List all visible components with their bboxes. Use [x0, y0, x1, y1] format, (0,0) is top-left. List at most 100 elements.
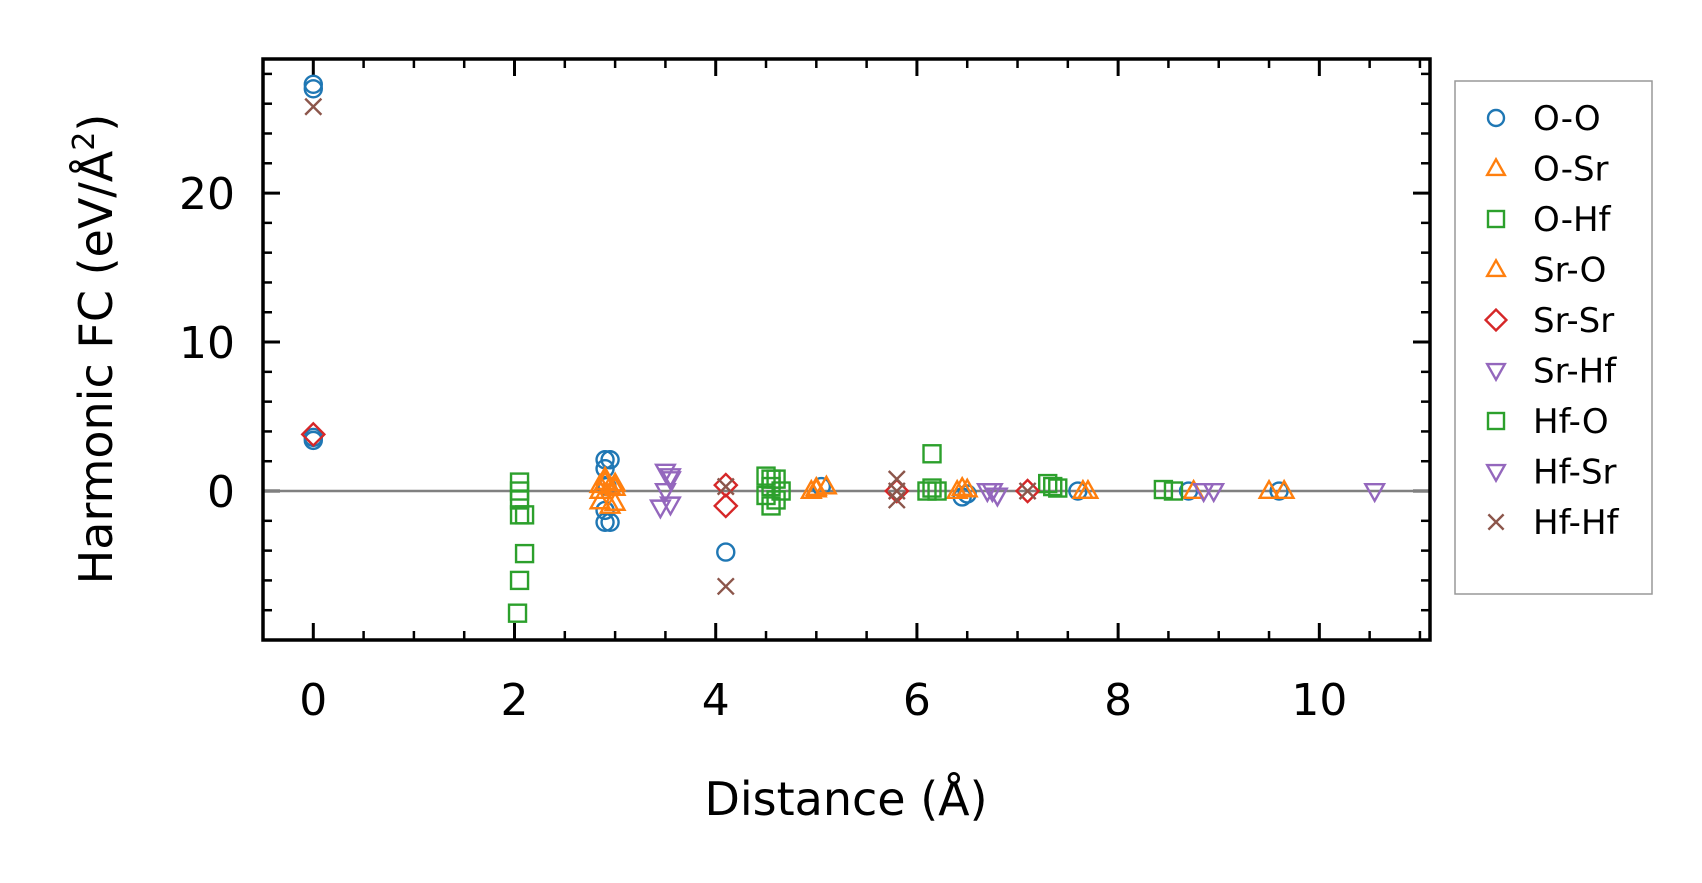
y-tick-label: 0	[207, 467, 235, 518]
legend-items: O-O O-Sr O-Hf Sr-O Sr-Sr Sr-Hf Hf-O Hf-Sr Hf-Hf	[1483, 99, 1620, 543]
data-point	[514, 505, 535, 525]
legend-label: Sr-Sr	[1533, 301, 1614, 341]
series-Hf-Hf	[304, 97, 1037, 596]
x-axis-label: Distance (Å)	[704, 772, 987, 826]
series-O-Hf	[507, 444, 1184, 623]
legend: O-O O-Sr O-Hf Sr-O Sr-Sr Sr-Hf Hf-O Hf-Sr Hf-Hf	[1454, 80, 1653, 595]
x-tick-label: 0	[299, 675, 327, 726]
legend-label: O-Sr	[1533, 150, 1609, 190]
plot-frame	[261, 57, 1432, 642]
data-point	[300, 421, 327, 448]
legend-frame	[1454, 80, 1653, 595]
data-point	[917, 481, 937, 501]
data-point	[1018, 482, 1037, 500]
legend-label: Hf-O	[1533, 402, 1609, 442]
data-point	[922, 444, 942, 464]
legend-marker	[1486, 108, 1506, 128]
tick-labels: 0 2 4 6 8 10 0 10 20	[179, 169, 1347, 726]
data-point	[756, 466, 776, 486]
legend-marker	[1485, 156, 1507, 177]
y-tick-label: 10	[179, 318, 235, 369]
data-point	[713, 493, 739, 519]
data-point	[1363, 483, 1387, 504]
legend-marker	[1487, 513, 1505, 531]
y-axis-label: Harmonic FC (eV/Å2)	[67, 114, 123, 585]
series-Hf-Sr	[659, 471, 1387, 504]
data-point	[1257, 478, 1281, 500]
legend-marker	[1485, 362, 1507, 383]
data-point	[887, 482, 906, 500]
legend-label: Sr-O	[1533, 251, 1606, 291]
data-point	[588, 489, 612, 510]
series-O-Sr	[588, 469, 1296, 514]
data-point	[887, 491, 906, 509]
data-point	[922, 478, 942, 498]
data-point	[1076, 478, 1100, 500]
data-point	[509, 570, 530, 591]
x-tick-label: 6	[903, 675, 931, 726]
x-tick-label: 8	[1104, 675, 1132, 726]
data-point	[761, 469, 781, 489]
y-tick-label: 20	[179, 169, 235, 220]
data-point	[814, 474, 838, 495]
data-point	[716, 542, 736, 562]
data-point	[507, 603, 528, 623]
data-point	[659, 471, 682, 492]
data-point	[1272, 478, 1296, 500]
data-point	[1048, 478, 1068, 498]
data-point	[950, 475, 974, 497]
axis-ticks	[261, 59, 1430, 642]
series-O-O	[303, 74, 1289, 562]
data-point	[304, 97, 323, 116]
data-point	[509, 490, 530, 510]
data-point	[303, 79, 324, 99]
data-point	[1068, 481, 1088, 501]
legend-label: Hf-Sr	[1533, 453, 1617, 493]
series-Sr-O	[588, 465, 1100, 500]
data-point	[593, 469, 617, 491]
data-point	[716, 477, 735, 496]
y-axis-label-close: )	[69, 114, 123, 132]
legend-marker	[1485, 463, 1507, 484]
legend-marker	[1486, 411, 1506, 431]
x-tick-label: 2	[501, 675, 529, 726]
data-point	[980, 483, 1004, 504]
data-point	[1202, 483, 1226, 504]
legend-label: Sr-Hf	[1533, 352, 1617, 392]
data-point	[716, 577, 735, 596]
legend-marker	[1483, 307, 1509, 333]
data-point	[514, 543, 535, 564]
legend-marker	[1486, 209, 1506, 229]
legend-label: Hf-Hf	[1533, 503, 1620, 543]
data-point	[648, 499, 672, 520]
x-tick-label: 10	[1291, 675, 1347, 726]
x-tick-label: 4	[702, 675, 730, 726]
data-point	[804, 477, 828, 498]
data-points	[300, 74, 1387, 623]
legend-label: O-Hf	[1533, 200, 1612, 240]
legend-label: O-O	[1533, 99, 1601, 139]
data-point	[986, 487, 1009, 508]
data-point	[603, 471, 627, 492]
data-point	[1269, 481, 1289, 501]
data-point	[1014, 478, 1041, 504]
y-axis-label-superscript: 2	[67, 132, 102, 151]
data-point	[761, 496, 781, 516]
data-point	[1163, 481, 1184, 501]
data-point	[603, 490, 627, 511]
y-axis-label-main: Harmonic FC (eV/Å	[69, 150, 123, 584]
data-point	[588, 472, 612, 494]
data-point	[799, 478, 823, 500]
data-point	[1043, 476, 1063, 497]
data-point	[603, 475, 627, 497]
data-point	[1153, 479, 1174, 500]
data-point	[598, 493, 622, 514]
data-point	[1038, 473, 1058, 494]
series-Hf-O	[761, 469, 1063, 501]
data-point	[955, 477, 979, 498]
legend-marker	[1485, 257, 1507, 278]
data-point	[659, 468, 682, 489]
data-point	[771, 481, 791, 501]
data-point	[654, 483, 677, 504]
